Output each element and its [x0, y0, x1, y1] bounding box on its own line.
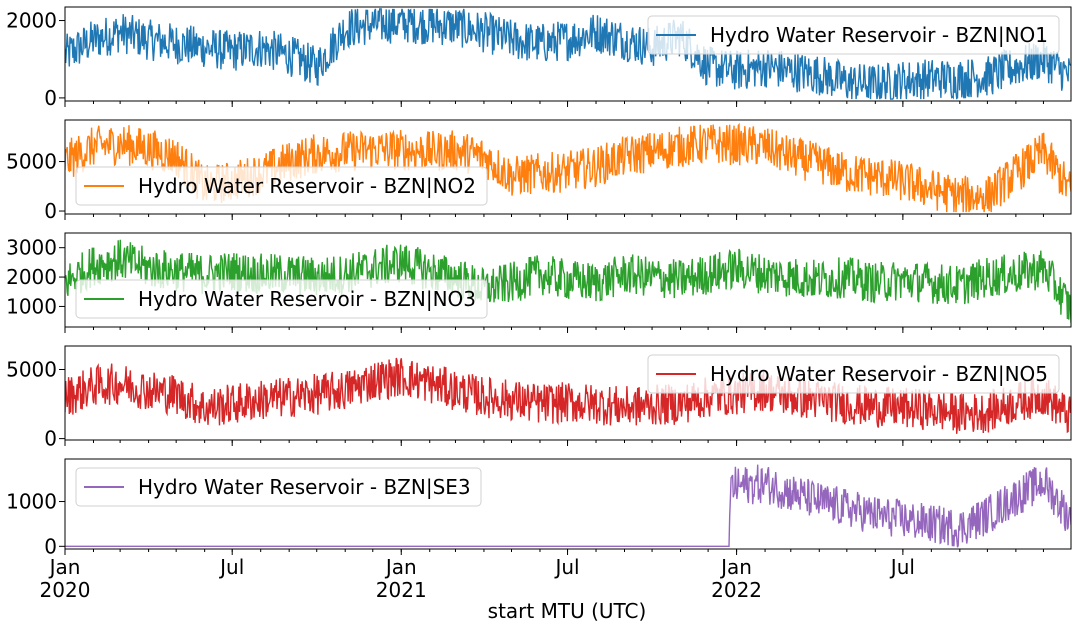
legend: Hydro Water Reservoir - BZN|NO3 [75, 279, 488, 319]
y-tick-label: 0 [44, 534, 57, 558]
y-tick-label: 1000 [6, 294, 57, 318]
panel-3: 1000 2000 3000 Hydro Water Reservoir - BZN|… [6, 232, 1072, 333]
x-tick-year-label: 2021 [376, 578, 427, 602]
y-tick-label: 2000 [6, 265, 57, 289]
y-tick-label: 3000 [6, 236, 57, 260]
legend-box [75, 467, 482, 507]
legend: Hydro Water Reservoir - BZN|NO1 [647, 15, 1060, 55]
series-line [65, 464, 1071, 548]
x-tick-year-label: 2020 [40, 578, 91, 602]
x-tick-label: Jul [218, 555, 244, 579]
legend-label: Hydro Water Reservoir - BZN|NO2 [138, 174, 476, 198]
legend-box [647, 15, 1060, 55]
y-tick-label: 0 [44, 199, 57, 223]
legend: Hydro Water Reservoir - BZN|SE3 [75, 467, 482, 507]
panel-2: 0 5000 Hydro Water Reservoir - BZN|NO2 [6, 119, 1072, 223]
legend: Hydro Water Reservoir - BZN|NO2 [75, 166, 488, 206]
y-tick-label: 2000 [6, 9, 57, 33]
panel-4: 0 5000 Hydro Water Reservoir - BZN|NO5 [6, 345, 1072, 451]
x-tick-label: Jan [384, 555, 417, 579]
y-tick-label: 0 [44, 427, 57, 451]
legend-label: Hydro Water Reservoir - BZN|NO1 [710, 23, 1048, 47]
y-tick-label: 5000 [6, 358, 57, 382]
legend-box [75, 279, 488, 319]
x-tick-year-label: 2022 [711, 578, 762, 602]
series-line [65, 8, 1071, 100]
legend: Hydro Water Reservoir - BZN|NO5 [647, 354, 1060, 394]
x-axis-title: start MTU (UTC) [488, 599, 647, 623]
series-line [65, 239, 1071, 323]
legend-box [647, 354, 1060, 394]
y-tick-label: 0 [44, 86, 57, 110]
panel-1: 0 2000 Hydro Water Reservoir - BZN|NO1 [6, 6, 1072, 110]
legend-label: Hydro Water Reservoir - BZN|NO3 [138, 287, 476, 311]
legend-box [75, 166, 488, 206]
panel-5: 0 1000 Hydro Water Reservoir - BZN|SE3 [6, 458, 1072, 558]
x-tick-label: Jul [553, 555, 579, 579]
legend-label: Hydro Water Reservoir - BZN|NO5 [710, 362, 1048, 386]
y-tick-label: 5000 [6, 150, 57, 174]
x-tick-label: Jan [48, 555, 81, 579]
x-tick-label: Jan [719, 555, 752, 579]
series-line [65, 357, 1071, 434]
legend-label: Hydro Water Reservoir - BZN|SE3 [138, 475, 471, 499]
x-tick-label: Jul [889, 555, 915, 579]
y-tick-label: 1000 [6, 490, 57, 514]
